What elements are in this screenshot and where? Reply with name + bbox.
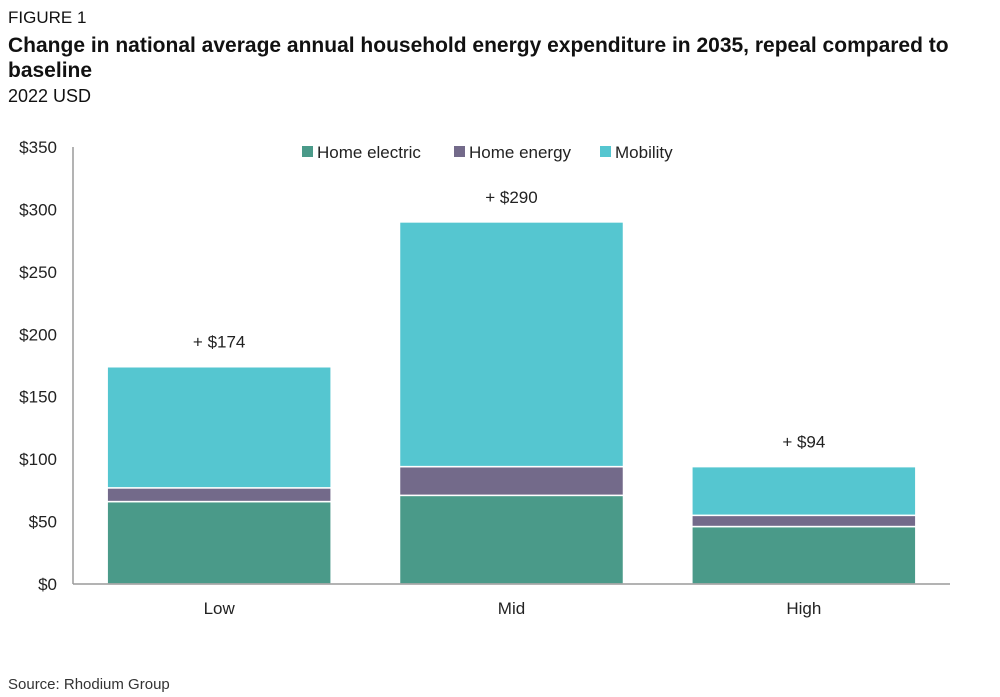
- bar-segment-home-electric: [106, 500, 332, 585]
- chart-title: Change in national average annual househ…: [8, 34, 949, 82]
- total-label: + $174: [193, 333, 245, 352]
- y-tick-label: $300: [19, 200, 57, 219]
- y-tick-label: $150: [19, 388, 57, 407]
- y-tick-label: $0: [38, 575, 57, 594]
- x-tick-label: High: [786, 599, 821, 618]
- legend-label: Mobility: [615, 143, 673, 162]
- bar-segment-home-energy: [398, 465, 625, 497]
- legend-label: Home electric: [317, 143, 421, 162]
- source-note: Source: Rhodium Group: [8, 676, 170, 693]
- y-tick-label: $250: [19, 263, 57, 282]
- legend: Home electric Home energy Mobility: [302, 143, 673, 162]
- bar-segment-home-energy: [691, 514, 917, 528]
- bar-segment-home-electric: [691, 525, 917, 585]
- total-label: + $94: [782, 433, 825, 452]
- figure-label: FIGURE 1: [8, 8, 87, 27]
- bars: [106, 221, 917, 585]
- total-labels: + $174 + $290 + $94: [193, 188, 825, 452]
- bar-segment-home-energy: [106, 487, 332, 503]
- legend-label: Home energy: [469, 143, 572, 162]
- y-tick-label: $200: [19, 325, 57, 344]
- bar-segment-mobility: [691, 465, 917, 517]
- bar-segment-mobility: [398, 221, 625, 468]
- legend-swatch: [454, 146, 465, 157]
- legend-swatch: [600, 146, 611, 157]
- y-tick-label: $100: [19, 450, 57, 469]
- bar-segment-mobility: [106, 365, 332, 489]
- bar-segment-home-electric: [398, 494, 625, 585]
- x-tick-label: Low: [204, 599, 236, 618]
- y-axis: $0 $50 $100 $150 $200 $250 $300 $350: [19, 138, 74, 594]
- legend-swatch: [302, 146, 313, 157]
- x-axis: Low Mid High: [73, 583, 950, 618]
- y-tick-label: $50: [29, 513, 57, 532]
- y-tick-label: $350: [19, 138, 57, 157]
- chart-subtitle: 2022 USD: [8, 86, 92, 106]
- x-tick-label: Mid: [498, 599, 525, 618]
- total-label: + $290: [485, 188, 537, 207]
